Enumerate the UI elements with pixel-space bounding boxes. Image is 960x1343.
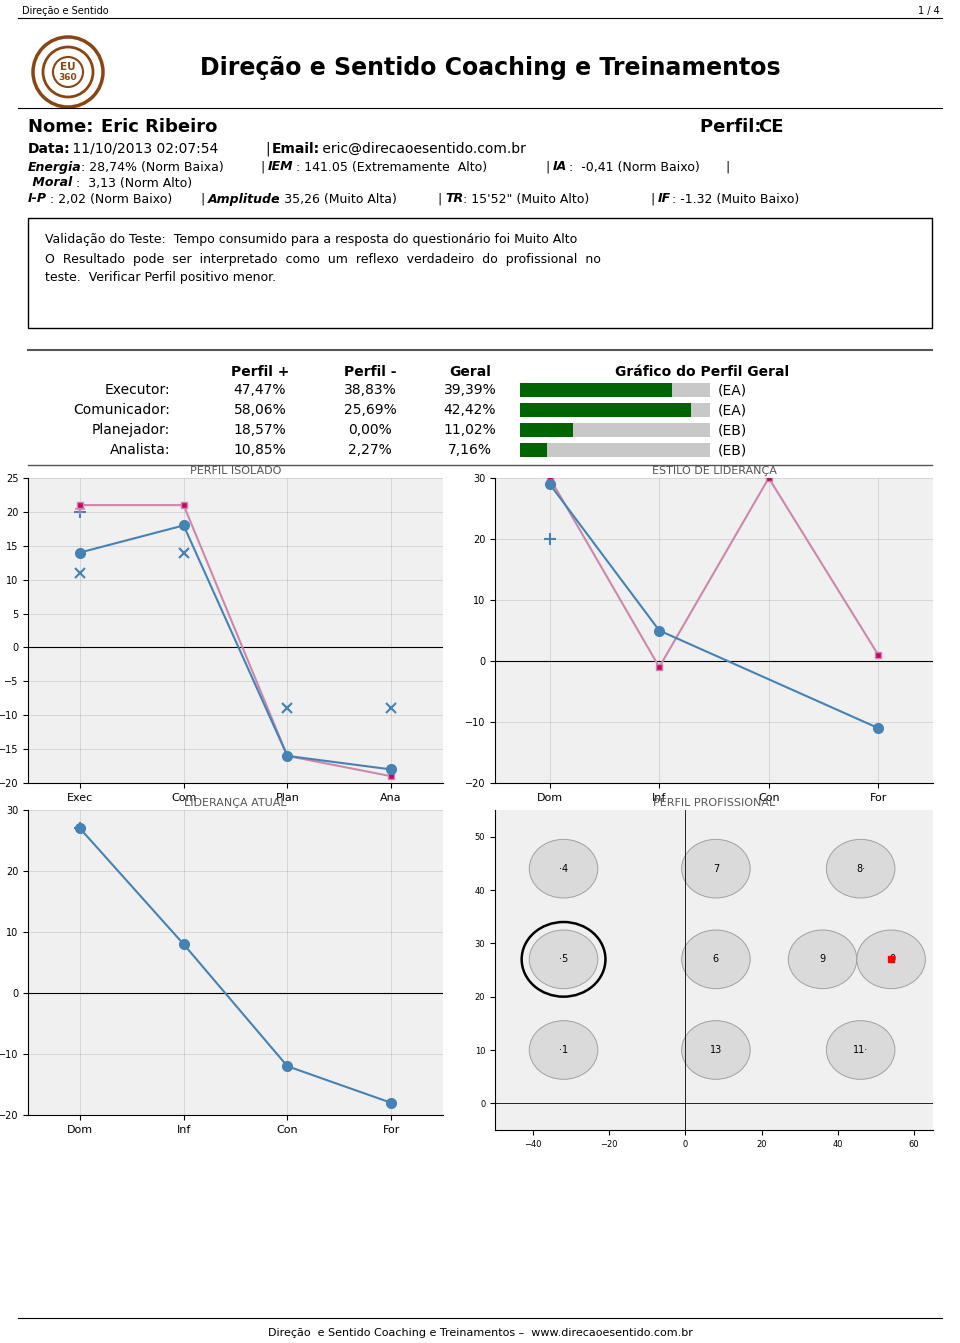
Text: Perfil:: Perfil: <box>700 118 768 136</box>
Text: 58,06%: 58,06% <box>233 403 286 416</box>
Text: Gráfico do Perfil Geral: Gráfico do Perfil Geral <box>615 365 789 379</box>
Text: Planejador:: Planejador: <box>92 423 170 436</box>
Text: Validação do Teste:  Tempo consumido para a resposta do questionário foi Muito A: Validação do Teste: Tempo consumido para… <box>45 234 577 247</box>
Text: 10,85%: 10,85% <box>233 443 286 457</box>
Text: Email:: Email: <box>272 142 320 156</box>
Text: : 141.05 (Extremamente  Alto): : 141.05 (Extremamente Alto) <box>296 161 487 173</box>
Text: |: | <box>545 161 549 173</box>
Text: IEM: IEM <box>268 161 294 173</box>
Bar <box>520 403 710 416</box>
Title: LIDERANÇA ATUAL: LIDERANÇA ATUAL <box>184 798 287 808</box>
Text: Perfil -: Perfil - <box>344 365 396 379</box>
Text: |: | <box>200 192 204 205</box>
Text: Energia: Energia <box>28 161 82 173</box>
Text: 13: 13 <box>709 1045 722 1056</box>
Text: Direção e Sentido Coaching e Treinamentos: Direção e Sentido Coaching e Treinamento… <box>200 56 780 81</box>
Ellipse shape <box>529 929 598 988</box>
Text: Eric Ribeiro: Eric Ribeiro <box>101 118 217 136</box>
Text: ·4: ·4 <box>559 864 568 874</box>
Text: 1 / 4: 1 / 4 <box>919 5 940 16</box>
FancyBboxPatch shape <box>28 218 932 328</box>
Text: :  3,13 (Norm Alto): : 3,13 (Norm Alto) <box>76 176 192 189</box>
Text: Moral: Moral <box>28 176 72 189</box>
Text: Analista:: Analista: <box>109 443 170 457</box>
Text: Nome:: Nome: <box>28 118 100 136</box>
Text: IF: IF <box>658 192 671 205</box>
Bar <box>520 383 672 398</box>
Bar <box>520 403 691 416</box>
Text: 8·: 8· <box>856 864 865 874</box>
Text: Data:: Data: <box>28 142 71 156</box>
Ellipse shape <box>682 929 750 988</box>
Text: |: | <box>725 161 730 173</box>
Ellipse shape <box>682 1021 750 1080</box>
Text: IA: IA <box>553 161 567 173</box>
Text: ·1: ·1 <box>559 1045 568 1056</box>
Text: teste.  Verificar Perfil positivo menor.: teste. Verificar Perfil positivo menor. <box>45 271 276 285</box>
Text: : 15'52" (Muito Alto): : 15'52" (Muito Alto) <box>463 192 589 205</box>
Text: |: | <box>260 161 264 173</box>
Text: 9: 9 <box>820 955 826 964</box>
Text: 11/10/2013 02:07:54: 11/10/2013 02:07:54 <box>68 142 218 156</box>
Text: : 2,02 (Norm Baixo): : 2,02 (Norm Baixo) <box>50 192 172 205</box>
Bar <box>520 383 710 398</box>
Text: Geral: Geral <box>449 365 491 379</box>
Text: EU: EU <box>60 62 76 73</box>
Text: 11,02%: 11,02% <box>444 423 496 436</box>
Ellipse shape <box>529 1021 598 1080</box>
Text: :  -0,41 (Norm Baixo): : -0,41 (Norm Baixo) <box>569 161 700 173</box>
Text: I-P: I-P <box>28 192 47 205</box>
Bar <box>520 443 546 457</box>
Text: 7,16%: 7,16% <box>448 443 492 457</box>
Text: Perfil +: Perfil + <box>230 365 289 379</box>
Text: ·5: ·5 <box>559 955 568 964</box>
Text: 25,69%: 25,69% <box>344 403 396 416</box>
Text: : 28,74% (Norm Baixa): : 28,74% (Norm Baixa) <box>81 161 224 173</box>
Text: 2,27%: 2,27% <box>348 443 392 457</box>
Text: 38,83%: 38,83% <box>344 383 396 398</box>
Text: (EB): (EB) <box>718 443 747 457</box>
Text: |: | <box>265 142 270 156</box>
Ellipse shape <box>529 839 598 898</box>
Text: |: | <box>437 192 442 205</box>
Title: PERFIL ISOLADO: PERFIL ISOLADO <box>190 466 281 475</box>
Text: 47,47%: 47,47% <box>233 383 286 398</box>
Text: 7: 7 <box>712 864 719 874</box>
Text: O  Resultado  pode  ser  interpretado  como  um  reflexo  verdadeiro  do  profis: O Resultado pode ser interpretado como u… <box>45 252 601 266</box>
Title: PERFIL PROFISSIONAL: PERFIL PROFISSIONAL <box>653 798 775 808</box>
Ellipse shape <box>827 839 895 898</box>
Bar <box>520 443 710 457</box>
Text: 6: 6 <box>713 955 719 964</box>
Text: Comunicador:: Comunicador: <box>73 403 170 416</box>
Bar <box>520 423 573 436</box>
Text: 360: 360 <box>59 74 78 82</box>
Text: : 35,26 (Muito Alta): : 35,26 (Muito Alta) <box>276 192 396 205</box>
Ellipse shape <box>682 839 750 898</box>
Text: 39,39%: 39,39% <box>444 383 496 398</box>
Text: Executor:: Executor: <box>105 383 170 398</box>
Text: Direção e Sentido: Direção e Sentido <box>22 5 108 16</box>
Text: (EB): (EB) <box>718 423 747 436</box>
Text: : -1.32 (Muito Baixo): : -1.32 (Muito Baixo) <box>672 192 800 205</box>
Ellipse shape <box>827 1021 895 1080</box>
Text: 18,57%: 18,57% <box>233 423 286 436</box>
Text: Amplitude: Amplitude <box>208 192 280 205</box>
Text: Direção  e Sentido Coaching e Treinamentos –  www.direcaoesentido.com.br: Direção e Sentido Coaching e Treinamento… <box>268 1328 692 1338</box>
Text: ·0: ·0 <box>886 955 896 964</box>
Text: eric@direcaoesentido.com.br: eric@direcaoesentido.com.br <box>318 142 526 156</box>
Text: |: | <box>650 192 655 205</box>
Ellipse shape <box>857 929 925 988</box>
Text: 11·: 11· <box>853 1045 868 1056</box>
Text: TR: TR <box>445 192 463 205</box>
Text: 42,42%: 42,42% <box>444 403 496 416</box>
Text: CE: CE <box>758 118 783 136</box>
Text: (EA): (EA) <box>718 403 747 416</box>
Title: ESTILO DE LIDERANÇA: ESTILO DE LIDERANÇA <box>652 466 777 475</box>
Ellipse shape <box>788 929 857 988</box>
Bar <box>520 423 710 436</box>
Text: (EA): (EA) <box>718 383 747 398</box>
Text: 0,00%: 0,00% <box>348 423 392 436</box>
